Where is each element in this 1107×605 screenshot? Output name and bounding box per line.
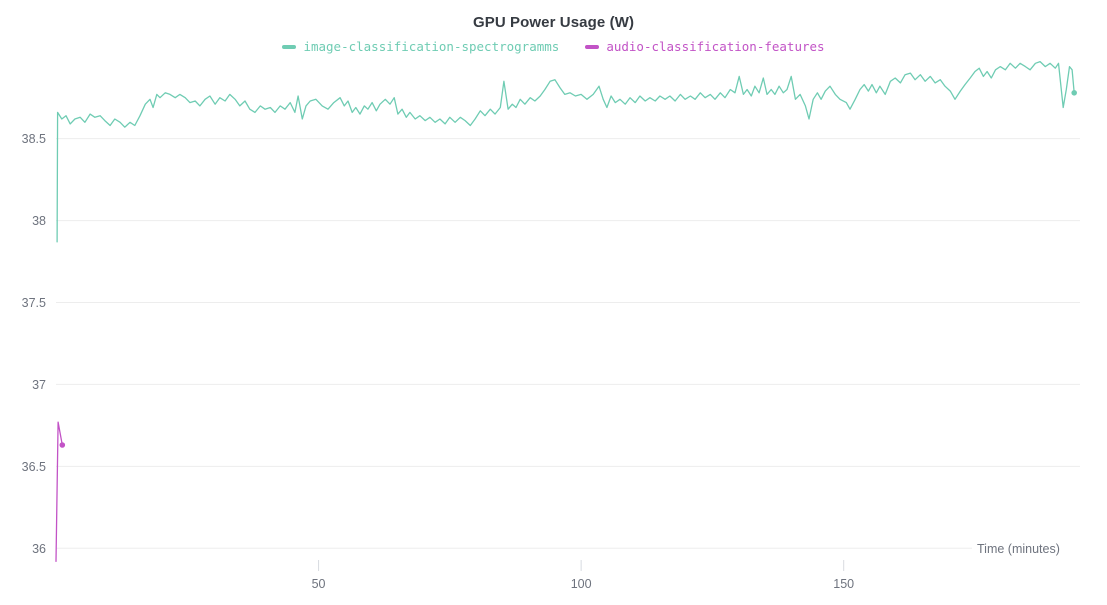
legend-item-audio-classification-features[interactable]: audio-classification-features <box>585 39 825 54</box>
series-end-dot-1 <box>59 442 66 448</box>
chart-legend: image-classification-spectrogramms audio… <box>0 39 1107 54</box>
y-tick-label: 36 <box>32 542 46 556</box>
series-color-dash-icon <box>282 44 297 49</box>
x-tick-label: 150 <box>833 577 854 591</box>
chart-title: GPU Power Usage (W) <box>472 14 635 31</box>
x-tick-label: 100 <box>571 577 592 591</box>
x-axis-label: Time (minutes) <box>977 542 1060 556</box>
legend-label: audio-classification-features <box>606 39 825 54</box>
series-line-0 <box>56 60 1075 243</box>
legend-label: image-classification-spectrogramms <box>303 39 560 54</box>
x-tick-label: 50 <box>312 577 326 591</box>
series-end-dot-0 <box>1071 90 1077 96</box>
y-tick-label: 38.5 <box>22 132 46 146</box>
legend-item-image-classification-spectrogramms[interactable]: image-classification-spectrogramms <box>282 39 559 54</box>
y-tick-label: 38 <box>32 214 46 228</box>
series-line-1 <box>55 421 63 563</box>
y-tick-label: 37 <box>32 378 46 392</box>
y-tick-label: 36.5 <box>22 460 46 474</box>
series-color-dash-icon <box>585 44 600 49</box>
y-tick-label: 37.5 <box>22 296 46 310</box>
